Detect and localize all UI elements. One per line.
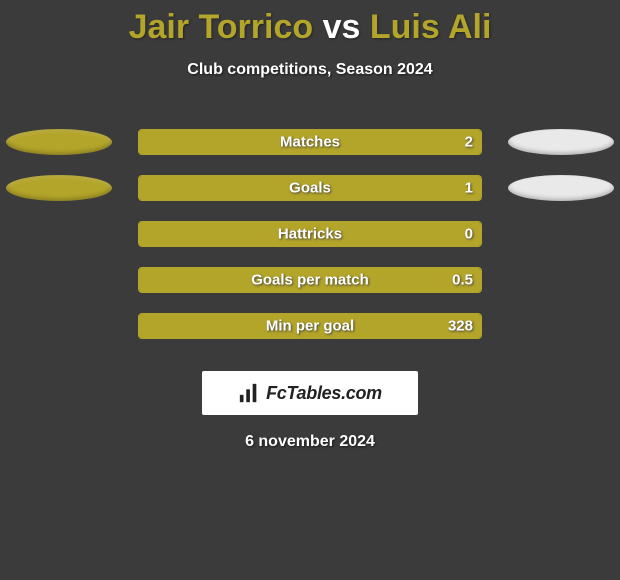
comparison-title: Jair Torrico vs Luis Ali	[0, 0, 620, 47]
stat-row: Goals1	[0, 165, 620, 211]
vs-text: vs	[323, 8, 361, 46]
subtitle: Club competitions, Season 2024	[0, 61, 620, 79]
stat-row: Min per goal328	[0, 303, 620, 349]
player2-bar-fill	[139, 130, 481, 154]
brand-box[interactable]: FcTables.com	[202, 371, 418, 415]
player1-name: Jair Torrico	[129, 8, 314, 46]
stat-bar-track: Goals per match0.5	[138, 267, 482, 293]
player2-ellipse	[508, 175, 614, 201]
stat-bar-track: Matches2	[138, 129, 482, 155]
player2-name: Luis Ali	[370, 8, 492, 46]
player1-ellipse	[6, 129, 112, 155]
stat-row: Hattricks0	[0, 211, 620, 257]
date-text: 6 november 2024	[0, 433, 620, 451]
brand-text: FcTables.com	[266, 383, 382, 404]
player2-bar-fill	[139, 314, 481, 338]
stat-bar-track: Min per goal328	[138, 313, 482, 339]
stat-row: Goals per match0.5	[0, 257, 620, 303]
stats-rows: Matches2 Goals1 Hattricks0 Goals per match0…	[0, 119, 620, 349]
player1-ellipse	[6, 175, 112, 201]
player2-bar-fill	[139, 268, 481, 292]
player2-bar-fill	[139, 176, 481, 200]
bar-chart-icon	[238, 382, 260, 404]
stat-bar-track: Hattricks0	[138, 221, 482, 247]
stat-bar-track: Goals1	[138, 175, 482, 201]
player2-ellipse	[508, 129, 614, 155]
player2-bar-fill	[139, 222, 481, 246]
stat-row: Matches2	[0, 119, 620, 165]
